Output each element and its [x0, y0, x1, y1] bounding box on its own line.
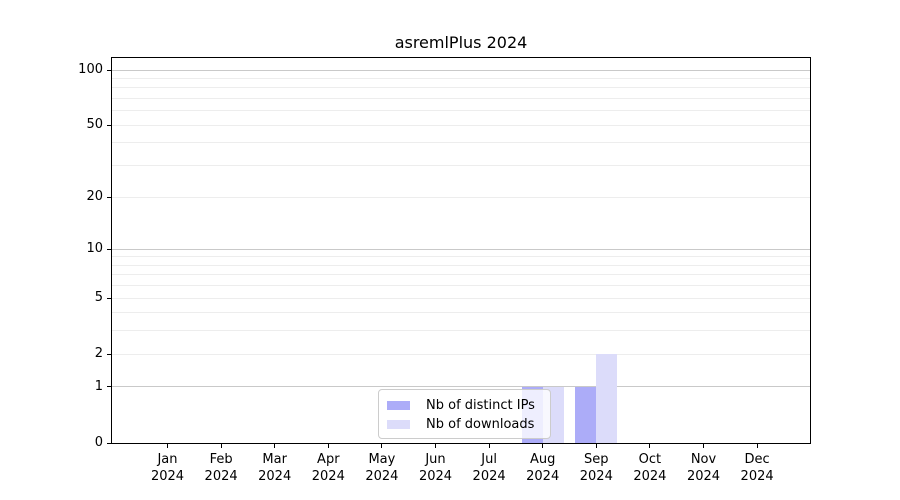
y-tick-label: 10	[86, 241, 103, 257]
gridline-major	[112, 69, 810, 71]
gridline-minor	[112, 312, 810, 314]
gridline-minor	[112, 330, 810, 332]
x-tick	[488, 443, 490, 448]
x-tick	[595, 443, 597, 448]
x-tick	[167, 443, 168, 448]
gridline-minor	[112, 196, 810, 198]
legend-swatch-downloads	[387, 420, 410, 429]
gridline-minor	[112, 297, 810, 299]
y-tick-label: 0	[94, 435, 103, 450]
gridline-major	[112, 248, 810, 250]
y-tick	[107, 196, 112, 198]
x-tick-label: Dec 2024	[725, 451, 789, 485]
y-tick	[107, 442, 112, 444]
x-tick	[220, 443, 222, 448]
y-tick-label: 20	[86, 189, 103, 204]
x-tick-label: Sep 2024	[564, 451, 628, 485]
bar-downloads	[596, 354, 618, 443]
month-label: Jan	[157, 452, 178, 467]
x-tick-label: Feb 2024	[189, 451, 253, 485]
legend-label-downloads: Nb of downloads	[426, 417, 535, 432]
chart-title: asremlPlus 2024	[394, 33, 528, 52]
month-label: Feb	[209, 452, 233, 467]
year-label: 2024	[311, 469, 345, 484]
gridline-major	[112, 386, 810, 388]
x-tick-label: Mar 2024	[243, 451, 307, 485]
gridline-minor	[112, 110, 810, 112]
x-tick	[274, 443, 276, 448]
y-tick-label: 5	[94, 290, 103, 306]
year-label: 2024	[633, 469, 667, 484]
year-label: 2024	[686, 469, 721, 484]
month-label: Jul	[481, 452, 497, 467]
gridline-minor	[112, 256, 810, 258]
month-label: Dec	[744, 452, 770, 467]
x-tick-label: Aug 2024	[511, 451, 575, 485]
year-label: 2024	[204, 469, 238, 484]
x-tick-label: Jan 2024	[136, 451, 200, 485]
year-label: 2024	[740, 469, 774, 484]
gridline-minor	[112, 87, 810, 89]
x-tick	[649, 443, 651, 448]
y-tick-label: 100	[78, 62, 103, 78]
x-tick-label: Jul 2024	[457, 451, 521, 485]
x-tick-label: Jun 2024	[404, 451, 468, 485]
x-tick	[327, 443, 329, 448]
legend-item-distinct-ips: Nb of distinct IPs	[387, 396, 542, 415]
y-tick	[107, 353, 112, 355]
gridline-minor	[112, 165, 810, 167]
x-tick	[756, 443, 758, 448]
legend-item-downloads: Nb of downloads	[387, 415, 542, 434]
year-label: 2024	[418, 469, 453, 484]
x-tick-label: Nov 2024	[672, 451, 736, 485]
x-tick-label: May 2024	[350, 451, 414, 485]
month-label: Sep	[584, 452, 609, 467]
bar-distinct-ips	[575, 386, 597, 443]
month-label: Mar	[262, 452, 287, 467]
month-label: May	[368, 452, 396, 467]
gridline-minor	[112, 353, 810, 355]
year-label: 2024	[472, 469, 506, 484]
month-label: Nov	[690, 452, 717, 467]
y-tick	[107, 69, 112, 71]
y-tick	[107, 386, 112, 388]
x-tick	[542, 443, 544, 448]
month-label: Apr	[317, 452, 340, 467]
y-tick-label: 50	[86, 117, 103, 133]
year-label: 2024	[258, 469, 292, 484]
y-tick-label: 1	[94, 378, 103, 394]
legend-label-distinct-ips: Nb of distinct IPs	[426, 398, 535, 413]
x-tick	[703, 443, 704, 448]
x-tick	[381, 443, 383, 448]
year-label: 2024	[365, 469, 399, 484]
gridline-minor	[112, 274, 810, 276]
month-label: Jun	[425, 452, 446, 467]
gridline-minor	[112, 142, 810, 144]
gridline-minor	[112, 264, 810, 266]
gridline-minor	[112, 124, 810, 126]
month-label: Oct	[638, 452, 662, 467]
y-tick-label: 2	[94, 346, 103, 362]
y-tick	[107, 297, 112, 299]
legend-swatch-distinct-ips	[387, 401, 410, 410]
x-tick	[435, 443, 436, 448]
year-label: 2024	[579, 469, 613, 484]
gridline-minor	[112, 285, 810, 287]
gridline-minor	[112, 78, 810, 80]
legend: Nb of distinct IPs Nb of downloads	[378, 389, 551, 439]
year-label: 2024	[526, 469, 560, 484]
month-label: Aug	[529, 452, 556, 467]
gridline-minor	[112, 98, 810, 100]
y-tick	[107, 248, 112, 250]
x-tick-label: Apr 2024	[296, 451, 360, 485]
x-tick-label: Oct 2024	[618, 451, 682, 485]
y-tick	[107, 124, 112, 126]
plot-area: 0 1 2 5 10 20 50 100 Jan 2024 Feb 2024 Mar 2024 Apr 202…	[78, 57, 811, 484]
year-label: 2024	[150, 469, 185, 484]
